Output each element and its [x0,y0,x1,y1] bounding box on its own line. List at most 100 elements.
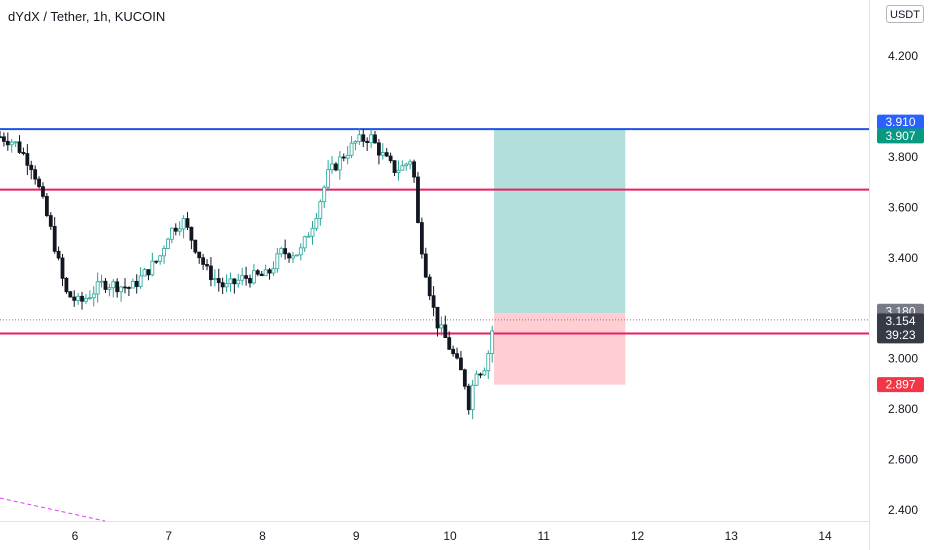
candle-body [462,369,467,387]
candle-body [212,278,217,280]
candle-body [2,136,6,142]
candle-body [0,136,2,139]
candle-body [111,281,116,289]
last-price-badge-label: 3.154 [885,314,915,328]
candle-body [5,140,10,146]
candle-body [169,227,174,240]
candle-body [330,163,334,171]
candle-body [334,163,338,171]
time-tick-label: 8 [259,529,266,543]
candle-body [80,295,84,302]
candle-body [314,217,319,229]
candle-body [173,227,178,232]
candle-body [345,154,350,159]
candle-body [377,142,381,156]
candle-body [189,226,194,241]
candle-body [482,370,487,376]
candle-body [400,165,405,171]
time-tick-label: 14 [818,529,832,543]
candle-body [431,295,436,308]
candle-body [326,169,331,188]
candle-body [279,248,284,255]
candle-body [60,257,65,279]
candle-body [103,280,108,290]
candle-body [150,260,155,276]
candle-body [99,280,104,283]
candle-body [87,297,92,300]
candle-body [138,275,143,287]
candle-body [134,280,139,287]
candle-body [298,247,303,256]
profit-zone[interactable] [494,129,626,314]
candle-body [478,373,483,376]
candle-body [56,250,61,259]
candle-body [127,287,131,289]
candle-body [84,298,88,302]
candle-body [185,218,190,228]
candle-body [13,141,18,144]
time-tick-label: 10 [443,529,457,543]
candle-body [349,142,354,156]
price-tick-label: 2.600 [888,453,918,467]
candle-body [443,324,448,339]
candle-body [21,152,26,155]
trend-line[interactable] [0,497,106,522]
target-badge-label: 3.910 [885,115,915,129]
candle-body [142,269,147,277]
last-price-badge [877,313,924,344]
candle-body [205,264,209,267]
candle-body [44,195,49,216]
candle-body [396,169,401,173]
price-axis-ticks: 4.200 3.800 3.600 3.400 3.000 2.800 2.600 2.400 [888,49,918,517]
candle-body [291,255,295,259]
candle-body [357,134,362,142]
candle-body [302,236,307,249]
candle-body [25,153,30,166]
countdown-label: 39:23 [885,328,915,342]
price-tick-label: 3.600 [888,200,918,214]
candles [0,128,495,420]
candle-body [255,270,260,275]
candle-body [48,215,53,227]
candle-body [181,218,186,230]
candle-body [388,155,393,162]
candle-body [283,248,288,255]
candle-body [365,140,370,143]
candle-body [337,156,342,171]
candle-body [64,277,69,293]
loss-zone[interactable] [494,313,626,385]
candle-body [263,269,268,277]
candle-body [236,279,241,285]
candle-body [275,253,280,270]
candle-body [404,163,409,167]
currency-button[interactable]: USDT [886,5,924,23]
candle-body [162,248,166,257]
candle-body [197,251,202,259]
time-tick-label: 12 [631,529,645,543]
candle-body [466,385,471,411]
candle-body [123,286,127,289]
price-tick-label: 2.400 [888,503,918,517]
time-axis-ticks: 6 7 8 9 10 11 12 13 14 [72,529,832,543]
candle-body [451,348,456,355]
time-tick-label: 6 [72,529,79,543]
candle-body [271,268,276,274]
candle-body [17,141,22,153]
candle-body [244,275,248,279]
candle-body [470,384,475,411]
candle-body [306,235,311,238]
candle-body [380,152,385,156]
time-tick-label: 9 [353,529,360,543]
candle-body [439,324,444,329]
candle-body [474,373,479,386]
price-tick-label: 4.200 [888,49,918,63]
stop-badge [877,377,924,393]
candle-body [459,357,463,371]
candle-body [259,273,264,277]
candle-body [361,134,366,142]
candle-body [201,257,206,265]
candle-body [369,134,373,143]
